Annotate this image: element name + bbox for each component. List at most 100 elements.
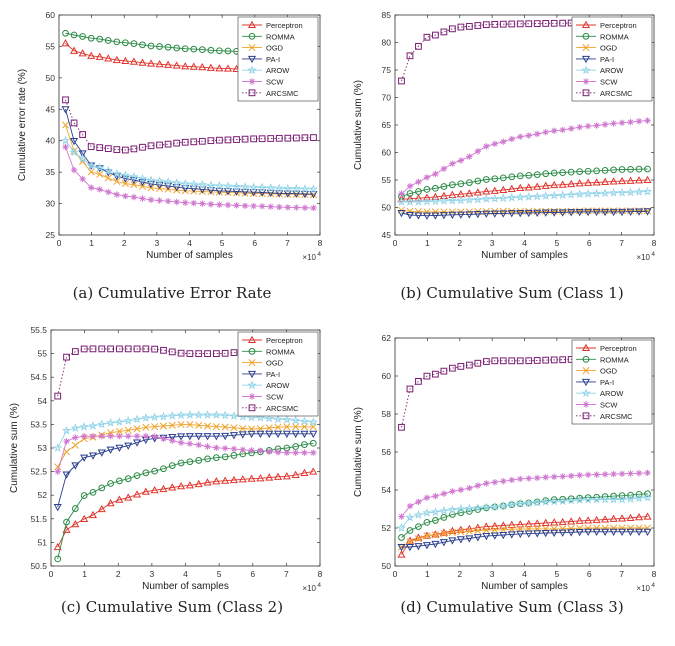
data-point	[214, 181, 225, 190]
data-point	[524, 192, 534, 201]
x-tick-label: 5	[555, 238, 560, 248]
data-point	[194, 410, 204, 419]
x-tick-label: 0	[393, 238, 398, 248]
data-point	[129, 57, 138, 65]
y-axis-label: Cumulative sum (%)	[353, 407, 364, 497]
data-point	[398, 534, 405, 541]
data-point	[301, 204, 309, 211]
data-point	[440, 28, 448, 36]
data-point	[282, 430, 291, 439]
y-tick-label: 80	[382, 38, 392, 48]
data-point	[198, 46, 206, 54]
series-arow	[53, 410, 318, 452]
data-point	[63, 438, 70, 445]
data-point	[507, 499, 517, 509]
series-arow	[60, 135, 319, 194]
data-point	[415, 377, 422, 385]
data-point	[415, 42, 422, 50]
data-point	[173, 198, 180, 206]
x-axis-label: Number of samples	[481, 581, 568, 592]
data-point	[517, 475, 524, 483]
data-point	[618, 166, 626, 173]
data-point	[542, 170, 550, 178]
series-arow	[396, 492, 653, 532]
data-point	[464, 195, 474, 204]
legend-label: ROMMA	[600, 32, 629, 41]
data-point	[130, 40, 138, 47]
data-point	[575, 516, 584, 524]
data-point	[430, 196, 441, 206]
data-point	[190, 45, 198, 53]
data-point	[189, 62, 198, 70]
legend-label: ROMMA	[600, 355, 629, 364]
y-tick-label: 50	[382, 561, 392, 571]
data-point	[300, 190, 309, 199]
data-point	[61, 106, 70, 114]
data-point	[593, 471, 600, 478]
data-point	[609, 528, 618, 537]
data-point	[634, 512, 644, 521]
data-point	[142, 469, 150, 477]
data-point	[116, 477, 123, 485]
data-point	[132, 490, 142, 498]
data-point	[112, 168, 122, 178]
legend: Perceptron ROMMA OGD PA-I AROW SCW ARCSMC	[571, 16, 653, 102]
x-tick-label: 6	[587, 569, 592, 579]
data-point	[177, 433, 186, 441]
data-point	[113, 177, 121, 186]
data-point	[576, 123, 583, 131]
data-point	[558, 209, 567, 217]
data-point	[97, 504, 106, 513]
y-tick-label: 51	[38, 537, 48, 547]
data-point	[164, 140, 172, 148]
data-point	[517, 133, 524, 140]
data-point	[283, 183, 293, 193]
data-point	[449, 160, 456, 167]
data-point	[566, 189, 576, 199]
data-point	[413, 196, 424, 206]
data-point	[550, 180, 559, 189]
data-point	[199, 200, 206, 207]
data-point	[204, 350, 211, 357]
data-point	[414, 543, 423, 551]
data-point	[291, 183, 301, 193]
data-point	[247, 474, 256, 482]
data-point	[405, 211, 415, 220]
x-tick-label: 3	[490, 238, 495, 248]
data-point	[608, 188, 619, 197]
data-point	[86, 160, 96, 170]
data-point	[642, 492, 653, 502]
data-point	[130, 193, 138, 201]
data-point	[567, 472, 575, 480]
x-tick-label: 0	[393, 569, 398, 579]
legend-label: ARCSMC	[600, 89, 633, 98]
legend-marker	[581, 388, 591, 398]
data-point	[206, 187, 215, 195]
y-axis-label: Cumulative sum (%)	[9, 403, 20, 493]
data-point	[635, 469, 643, 477]
data-point	[432, 370, 439, 378]
legend-marker	[247, 55, 257, 64]
y-tick-label: 45	[46, 104, 56, 114]
data-point	[583, 494, 593, 504]
data-point	[230, 452, 238, 459]
data-point	[186, 458, 194, 466]
data-point	[70, 166, 78, 174]
data-point	[482, 526, 490, 534]
legend: Perceptron ROMMA OGD PA-I AROW SCW ARCSMC	[237, 331, 319, 417]
x-tick-label: 6	[587, 238, 592, 248]
y-axis-label: Cumulative sum (%)	[353, 80, 364, 170]
data-point	[130, 145, 138, 153]
data-point	[397, 209, 406, 218]
data-point	[147, 142, 155, 150]
data-point	[273, 414, 283, 424]
legend-label: AROW	[266, 66, 290, 75]
data-point	[550, 473, 558, 480]
legend-label: Perceptron	[600, 344, 637, 353]
data-point	[550, 19, 558, 27]
data-point	[267, 203, 274, 210]
panel-caption: (d) Cumulative Sum (Class 3)	[400, 598, 623, 616]
data-point	[115, 495, 124, 503]
y-tick-label: 52	[38, 490, 48, 500]
x-tick-label: 4	[522, 569, 527, 579]
